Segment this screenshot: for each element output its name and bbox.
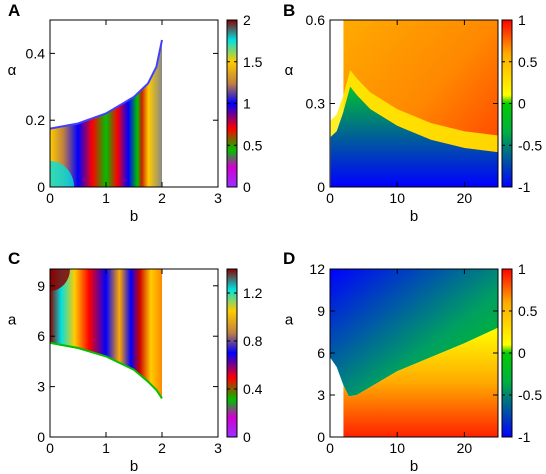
x-tick-label: 1	[102, 190, 110, 206]
y-tick-label: 0	[317, 429, 325, 445]
colorbar-tick-label: 0.5	[518, 54, 538, 70]
y-tick-label: 0.4	[26, 45, 46, 61]
y-tick-label: 6	[317, 345, 325, 361]
x-tick-label: 3	[214, 190, 222, 206]
panel-letter: D	[283, 249, 295, 268]
colorbar-tick-label: -0.5	[518, 387, 542, 403]
heatmap-region-positive	[343, 327, 498, 437]
panel-letter: C	[8, 249, 20, 268]
colorbar-tick-label: 0	[518, 96, 526, 112]
y-tick-label: 0	[317, 179, 325, 195]
colorbar-tick-label: 0	[243, 179, 251, 195]
x-axis-label: b	[410, 208, 418, 225]
y-tick-label: 12	[309, 261, 325, 277]
plot-frame	[49, 19, 219, 188]
y-tick-label: 9	[37, 278, 45, 294]
colorbar-tick-label: -1	[518, 179, 531, 195]
colorbar-tick-label: -1	[518, 429, 531, 445]
heatmap-region	[50, 269, 162, 399]
colorbar-tick-label: 1	[518, 12, 526, 28]
y-tick-label: 3	[37, 379, 45, 395]
x-tick-label: 1	[102, 440, 110, 456]
x-tick-label: 0	[46, 190, 54, 206]
colorbar-tick-label: 2	[243, 12, 251, 28]
region-boundary	[50, 341, 163, 399]
heatmap-region-core	[50, 161, 74, 187]
y-tick-label: 0.6	[306, 12, 326, 28]
x-tick-label: 2	[158, 440, 166, 456]
region-boundary	[50, 39, 163, 130]
panel-b: 0 10 20 0 0.3 0.6 b α B -1 -0.5 0 0.5 1	[283, 1, 542, 225]
colorbar-tick-label: 1.5	[243, 54, 263, 70]
y-axis-label: α	[285, 62, 294, 79]
colorbar-tick-label: 0.4	[243, 381, 263, 397]
x-tick-label: 0	[46, 440, 54, 456]
colorbar: 0 0.5 1 1.5 2	[226, 12, 263, 195]
x-tick-label: 10	[389, 440, 405, 456]
panel-letter: A	[8, 1, 20, 20]
colorbar-tick-label: -0.5	[518, 137, 542, 153]
colorbar-tick-label: 0	[243, 429, 251, 445]
y-axis-label: α	[8, 62, 17, 79]
colorbar-scale	[226, 268, 238, 438]
colorbar-tick-label: 0	[518, 345, 526, 361]
colorbar-tick-label: 1	[518, 261, 526, 277]
y-tick-label: 3	[317, 387, 325, 403]
y-tick-label: 6	[37, 328, 45, 344]
x-axis-label: b	[410, 458, 418, 474]
x-tick-label: 0	[326, 190, 334, 206]
colorbar: -1 -0.5 0 0.5 1	[501, 261, 542, 445]
x-tick-label: 3	[214, 440, 222, 456]
colorbar-tick-label: 0.5	[243, 137, 263, 153]
panel-letter: B	[283, 1, 295, 20]
x-axis-label: b	[130, 458, 138, 474]
heatmap-band	[330, 70, 498, 153]
panel-a: 0 1 2 3 0 0.2 0.4 b α A 0 0.5 1 1.5 2	[8, 1, 263, 225]
plot-frame	[49, 268, 219, 438]
panel-d: 0 10 20 0 3 6 9 12 b a D -1 -0.5 0 0.5 1	[283, 249, 542, 474]
y-tick-label: 0.3	[306, 96, 326, 112]
colorbar-tick-label: 0.5	[518, 303, 538, 319]
x-tick-label: 20	[457, 190, 473, 206]
x-axis-label: b	[130, 208, 138, 225]
heatmap-region-negative	[330, 86, 498, 187]
y-axis-label: a	[8, 311, 17, 328]
colorbar-tick-label: 0.8	[243, 333, 263, 349]
y-tick-label: 0.2	[26, 112, 46, 128]
heatmap-region-negative	[330, 269, 498, 397]
panel-c: 0 1 2 3 0 3 6 9 b a C 0 0.4 0.8 1.2	[8, 249, 263, 474]
y-tick-label: 0	[37, 179, 45, 195]
x-tick-label: 10	[389, 190, 405, 206]
colorbar: -1 -0.5 0 0.5 1	[501, 12, 542, 195]
y-tick-label: 0	[37, 429, 45, 445]
colorbar-tick-label: 1	[243, 96, 251, 112]
x-tick-label: 0	[326, 440, 334, 456]
colorbar-tick-label: 1.2	[243, 285, 263, 301]
colorbar: 0 0.4 0.8 1.2	[226, 268, 263, 445]
x-tick-label: 20	[457, 440, 473, 456]
y-tick-label: 9	[317, 303, 325, 319]
y-axis-label: a	[285, 311, 294, 328]
x-tick-label: 2	[158, 190, 166, 206]
